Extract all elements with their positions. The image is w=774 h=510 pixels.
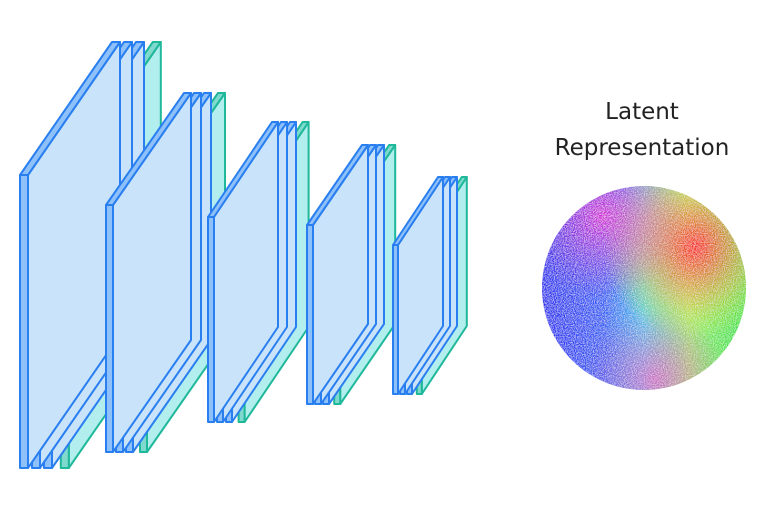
feature-map-top xyxy=(207,121,279,218)
latent-sphere xyxy=(542,186,746,390)
feature-map-edge xyxy=(19,174,29,469)
latent-label: Latent Representation xyxy=(554,99,730,161)
feature-map-top xyxy=(392,176,444,246)
feature-map-edge xyxy=(392,244,399,395)
feature-map-top xyxy=(105,92,192,206)
feature-map-top xyxy=(19,41,121,176)
feature-map-edge xyxy=(207,216,215,423)
feature-map-edge xyxy=(105,204,114,453)
feature-map-top xyxy=(306,144,369,226)
conv-layers xyxy=(19,41,468,469)
feature-map-edge xyxy=(306,224,314,405)
